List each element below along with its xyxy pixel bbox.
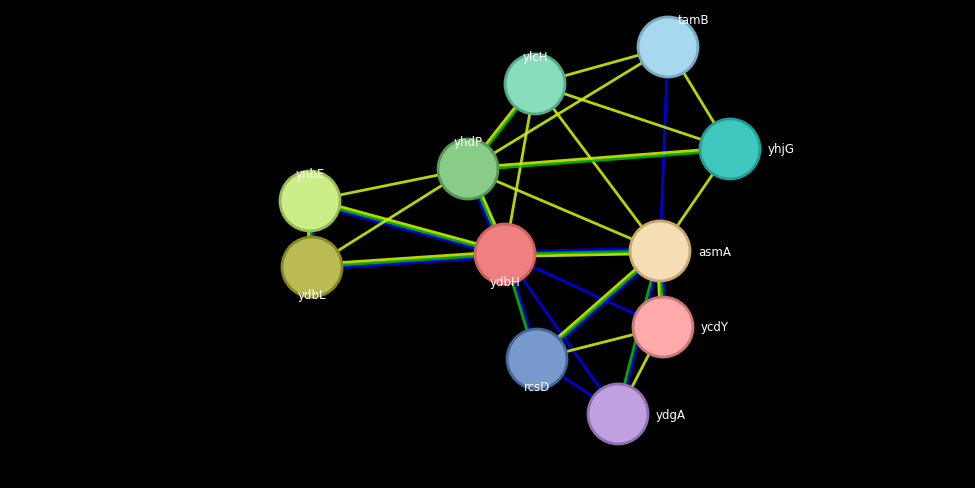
Circle shape: [280, 172, 340, 231]
Circle shape: [475, 224, 535, 285]
Circle shape: [282, 238, 342, 297]
Circle shape: [588, 384, 648, 444]
Text: ydbH: ydbH: [489, 275, 521, 288]
Text: ynbE: ynbE: [295, 168, 325, 181]
Text: rcsD: rcsD: [524, 380, 550, 393]
Circle shape: [438, 140, 498, 200]
Circle shape: [633, 297, 693, 357]
Text: ydbL: ydbL: [297, 288, 327, 302]
Text: yhjG: yhjG: [768, 143, 795, 156]
Circle shape: [507, 329, 567, 389]
Circle shape: [638, 18, 698, 78]
Text: tamB: tamB: [678, 14, 710, 27]
Text: ycdY: ycdY: [701, 321, 729, 334]
Circle shape: [700, 120, 760, 180]
Text: ylcH: ylcH: [523, 51, 548, 64]
Text: ydgA: ydgA: [656, 407, 686, 421]
Circle shape: [505, 55, 565, 115]
Text: yhdP: yhdP: [453, 136, 483, 149]
Circle shape: [630, 222, 690, 282]
Text: asmA: asmA: [698, 245, 731, 258]
